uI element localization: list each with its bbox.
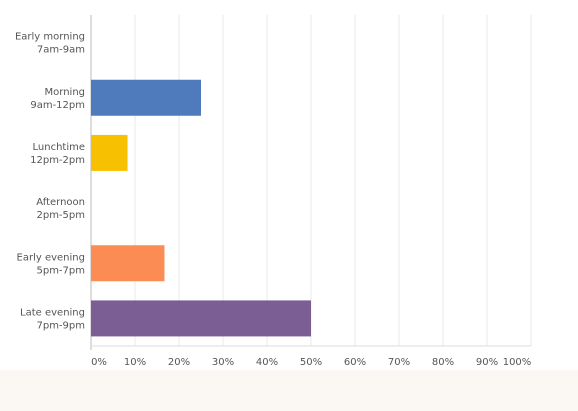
x-tick-label: 70% (388, 357, 410, 368)
x-tick-label: 20% (168, 357, 190, 368)
x-tick-label: 0% (91, 357, 107, 368)
y-tick-label: Early morning (15, 32, 85, 43)
x-tick-label: 40% (256, 357, 278, 368)
bar (91, 300, 311, 337)
x-tick-label: 90% (476, 357, 498, 368)
y-tick-label: 5pm-7pm (36, 265, 85, 276)
y-tick-label: 7am-9am (37, 45, 85, 56)
y-tick-label: Morning (45, 87, 85, 98)
x-tick-label: 10% (124, 357, 146, 368)
x-tick-label: 60% (344, 357, 366, 368)
x-tick-label: 80% (432, 357, 454, 368)
y-tick-label: Early evening (17, 252, 85, 263)
y-tick-label: Late evening (20, 307, 85, 318)
x-tick-label: 50% (300, 357, 322, 368)
y-tick-label: 12pm-2pm (30, 155, 85, 166)
bar (91, 79, 201, 116)
bar (91, 134, 128, 171)
footer-band (0, 370, 578, 411)
x-tick-label: 30% (212, 357, 234, 368)
y-tick-label: 7pm-9pm (36, 320, 85, 331)
y-tick-label: 9am-12pm (30, 100, 85, 111)
x-tick-label: 100% (503, 357, 532, 368)
y-tick-label: Afternoon (36, 197, 85, 208)
y-tick-label: Lunchtime (33, 142, 86, 153)
y-tick-label: 2pm-5pm (36, 210, 85, 221)
bar (91, 245, 165, 282)
